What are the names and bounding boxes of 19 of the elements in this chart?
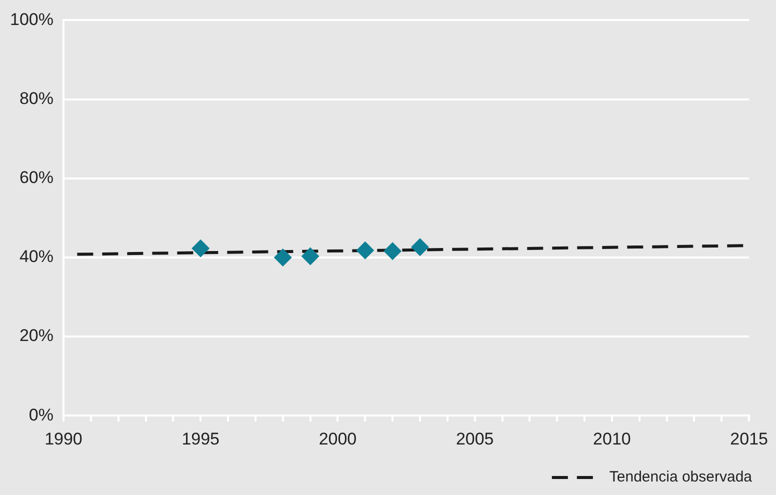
point: [274, 248, 292, 266]
point: [192, 239, 210, 258]
point: [411, 238, 429, 256]
point: [356, 241, 374, 260]
y-tick-label: 80%: [19, 88, 54, 108]
x-tick-label: 2010: [593, 429, 631, 448]
y-tick-label: 20%: [19, 326, 54, 346]
point: [301, 247, 320, 266]
x-tick-label: 2005: [456, 429, 494, 448]
point: [384, 242, 402, 260]
x-tick-label: 2000: [318, 429, 357, 448]
y-tick-label: 60%: [19, 168, 54, 188]
y-tick-label: 0%: [28, 405, 54, 424]
x-tick-label: 2015: [730, 429, 768, 448]
x-tick-label: 1995: [182, 429, 220, 448]
legend-label: Tendencia observada: [609, 468, 753, 486]
y-tick-label: 40%: [19, 247, 54, 266]
y-tick-label: 100%: [10, 10, 54, 29]
x-tick-label: 1990: [44, 429, 82, 448]
